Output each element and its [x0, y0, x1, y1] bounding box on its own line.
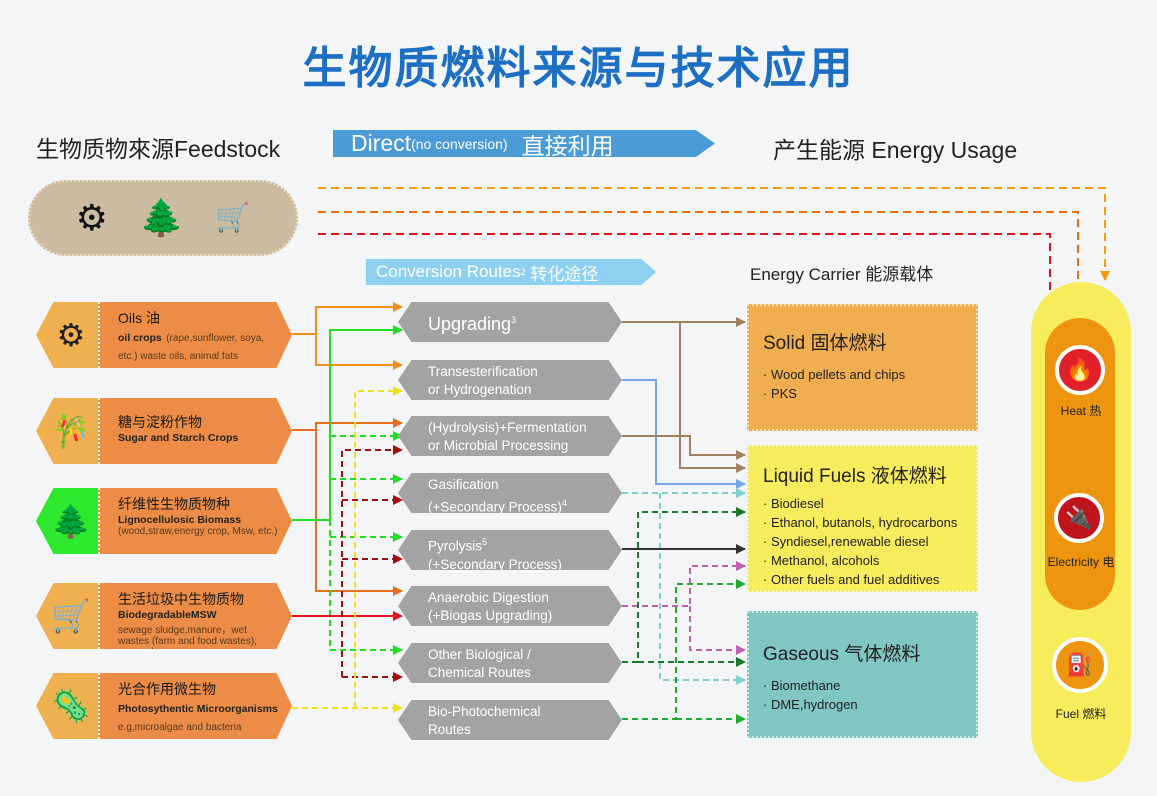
- route-label-2: Chemical Routes: [428, 665, 531, 680]
- route-label: Pyrolysis: [428, 538, 483, 554]
- feedstock-photosynthetic: 🦠 光合作用微生物 Photosythentic Microorganisms e…: [36, 673, 292, 739]
- carrier-item: · PKS: [763, 386, 797, 401]
- carrier-item: · DME,hydrogen: [763, 697, 858, 712]
- route-gasification: Gasification (+Secondary Process)4: [398, 473, 622, 513]
- feedstock-cn: 纤维性生物质物种: [118, 496, 230, 512]
- feedstock-oils: ⚙ Oils 油 oil crops (rape,sunflower, soya,…: [36, 302, 292, 368]
- wheelbarrow-icon: 🛒: [36, 583, 106, 649]
- carrier-item: · Biodiesel: [763, 496, 824, 511]
- sugar-to-hydrolysis: [292, 418, 403, 431]
- route-label: Upgrading: [428, 314, 512, 334]
- route-upgrading: Upgrading3: [398, 302, 622, 342]
- fuel-icon: ⛽: [1052, 637, 1108, 693]
- route-label: Other Biological /: [428, 647, 531, 662]
- feedstock-cn: 生活垃圾中生物质物: [118, 591, 244, 607]
- feedstock-desc: sewage sludge,manure，wet wastes (farm an…: [118, 625, 257, 658]
- feedstock-desc: e.g,microalgae and bacteria: [118, 722, 242, 733]
- feedstock-desc: (rape,sunflower, soya, etc.) waste oils,…: [118, 333, 265, 362]
- route-label: (Hydrolysis)+Fermentation: [428, 420, 587, 435]
- route-label: Transesterification: [428, 364, 538, 379]
- direct-line-fuel: [318, 187, 1110, 281]
- route-anaerobic-digestion: Anaerobic Digestion (+Biogas Upgrading): [398, 586, 622, 626]
- route-label: Gasification: [428, 477, 499, 492]
- route-label: Bio-Photochemical: [428, 704, 541, 719]
- route-sup: 3: [511, 315, 517, 325]
- gear-icon: ⚙: [36, 302, 106, 368]
- feedstock-en: Sugar and Starch Crops: [118, 432, 239, 444]
- direct-sub: (no conversion): [411, 135, 508, 152]
- oil-to-upgrading: [292, 302, 403, 335]
- route-bio-photochemical: Bio-Photochemical Routes: [398, 700, 622, 740]
- bamboo-icon: 🎋: [36, 398, 106, 464]
- conversion-cn: 转化途径: [530, 264, 599, 284]
- route-label-2: or Hydrogenation: [428, 382, 532, 397]
- route-label-2: (+Biogas Upgrading): [428, 608, 553, 623]
- feedstock-lignocellulosic: 🌲 纤维性生物质物种 Lignocellulosic Biomass (wood,s…: [36, 488, 292, 554]
- usage-fuel: Fuel 燃料: [1055, 707, 1107, 721]
- carrier-title: Liquid Fuels 液体燃料: [763, 466, 947, 487]
- feedstock-en: oil crops: [118, 332, 162, 344]
- route-label-2: (+Secondary Process): [428, 499, 562, 515]
- feedstock-cn: 光合作用微生物: [118, 681, 216, 697]
- plug-icon: 🔌: [1054, 493, 1104, 543]
- microorganism-icon: 🦠: [36, 673, 106, 739]
- page-title: 生物质燃料来源与技术应用: [302, 44, 855, 93]
- conversion-label: Conversion Routes: [376, 262, 521, 281]
- transest-to-liquid: [622, 379, 746, 489]
- ligno-to-upgrading: [292, 325, 403, 521]
- route-label-2: Routes: [428, 722, 471, 737]
- route-sup: 5: [482, 537, 488, 547]
- carrier-item: · Methanol, alcohols: [763, 553, 880, 568]
- conversion-sup: 2: [520, 267, 526, 277]
- feedstock-en: Photosythentic Microorganisms: [118, 703, 278, 715]
- wheelbarrow-icon: 🛒: [215, 202, 251, 233]
- carrier-solid: Solid 固体燃料 · Wood pellets and chips · PK…: [747, 304, 978, 431]
- carrier-item: · Other fuels and fuel additives: [763, 572, 940, 587]
- carrier-item: · Wood pellets and chips: [763, 367, 906, 382]
- route-pyrolysis: Pyrolysis5 (+Secondary Process): [398, 530, 622, 570]
- feedstock-cn: 糖与淀粉作物: [118, 414, 202, 430]
- carrier-gaseous: Gaseous 气体燃料 · Biomethane · DME,hydrogen: [747, 611, 978, 738]
- feedstock-en: BiodegradableMSW: [118, 609, 217, 621]
- energy-usage-header: 产生能源 Energy Usage: [773, 137, 1018, 163]
- feedstock-en: Lignocellulosic Biomass: [118, 514, 242, 526]
- carrier-item: · Ethanol, butanols, hydrocarbons: [763, 515, 958, 530]
- route-fermentation: (Hydrolysis)+Fermentation or Microbial Pr…: [398, 416, 622, 456]
- route-other: Other Biological / Chemical Routes: [398, 643, 622, 683]
- feedstock-msw: 🛒 生活垃圾中生物质物 BiodegradableMSW sewage sludge…: [36, 583, 292, 649]
- direct-banner: Direct (no conversion) 直接利用: [333, 130, 715, 157]
- route-sup: 4: [561, 498, 567, 508]
- sugar-to-anaerobic: [315, 430, 403, 596]
- feedstock-sugar: 🎋 糖与淀粉作物 Sugar and Starch Crops: [36, 398, 292, 464]
- direct-cn: 直接利用: [521, 132, 614, 159]
- route-transesterification: Transesterification or Hydrogenation: [398, 360, 622, 400]
- usage-electricity: Electricity 电: [1047, 555, 1115, 569]
- fire-icon: 🔥: [1055, 345, 1105, 395]
- direct-line-electricity: [318, 211, 1083, 307]
- route-label-2: or Microbial Processing: [428, 438, 569, 453]
- carrier-title: Solid 固体燃料: [763, 333, 887, 354]
- feedstock-desc: (wood,straw,energy crop, Msw, etc.): [118, 526, 278, 537]
- carrier-liquid: Liquid Fuels 液体燃料 · Biodiesel · Ethanol,…: [747, 445, 978, 592]
- hydrolysis-to-liquid: [622, 435, 746, 460]
- oil-to-transest: [315, 334, 403, 370]
- gear-icon: ⚙: [75, 197, 108, 238]
- direct-feedstock-pill: ⚙ 🌲 🛒: [28, 180, 298, 256]
- carrier-title: Gaseous 气体燃料: [763, 644, 921, 665]
- direct-label: Direct: [351, 130, 412, 156]
- feedstock-header: 生物质物來源Feedstock: [36, 136, 281, 162]
- feedstock-cn: Oils 油: [118, 310, 160, 326]
- carrier-item: · Biomethane: [763, 678, 841, 693]
- route-label: Anaerobic Digestion: [428, 590, 549, 605]
- conversion-banner: Conversion Routes 2 转化途径: [366, 259, 656, 285]
- trees-icon: 🌲: [36, 488, 106, 554]
- energy-carrier-header: Energy Carrier 能源载体: [750, 265, 934, 284]
- trees-icon: 🌲: [139, 197, 185, 238]
- route-label-2: (+Secondary Process): [428, 556, 562, 572]
- usage-heat: Heat 热: [1060, 404, 1102, 418]
- carrier-item: · Syndiesel,renewable diesel: [763, 534, 929, 549]
